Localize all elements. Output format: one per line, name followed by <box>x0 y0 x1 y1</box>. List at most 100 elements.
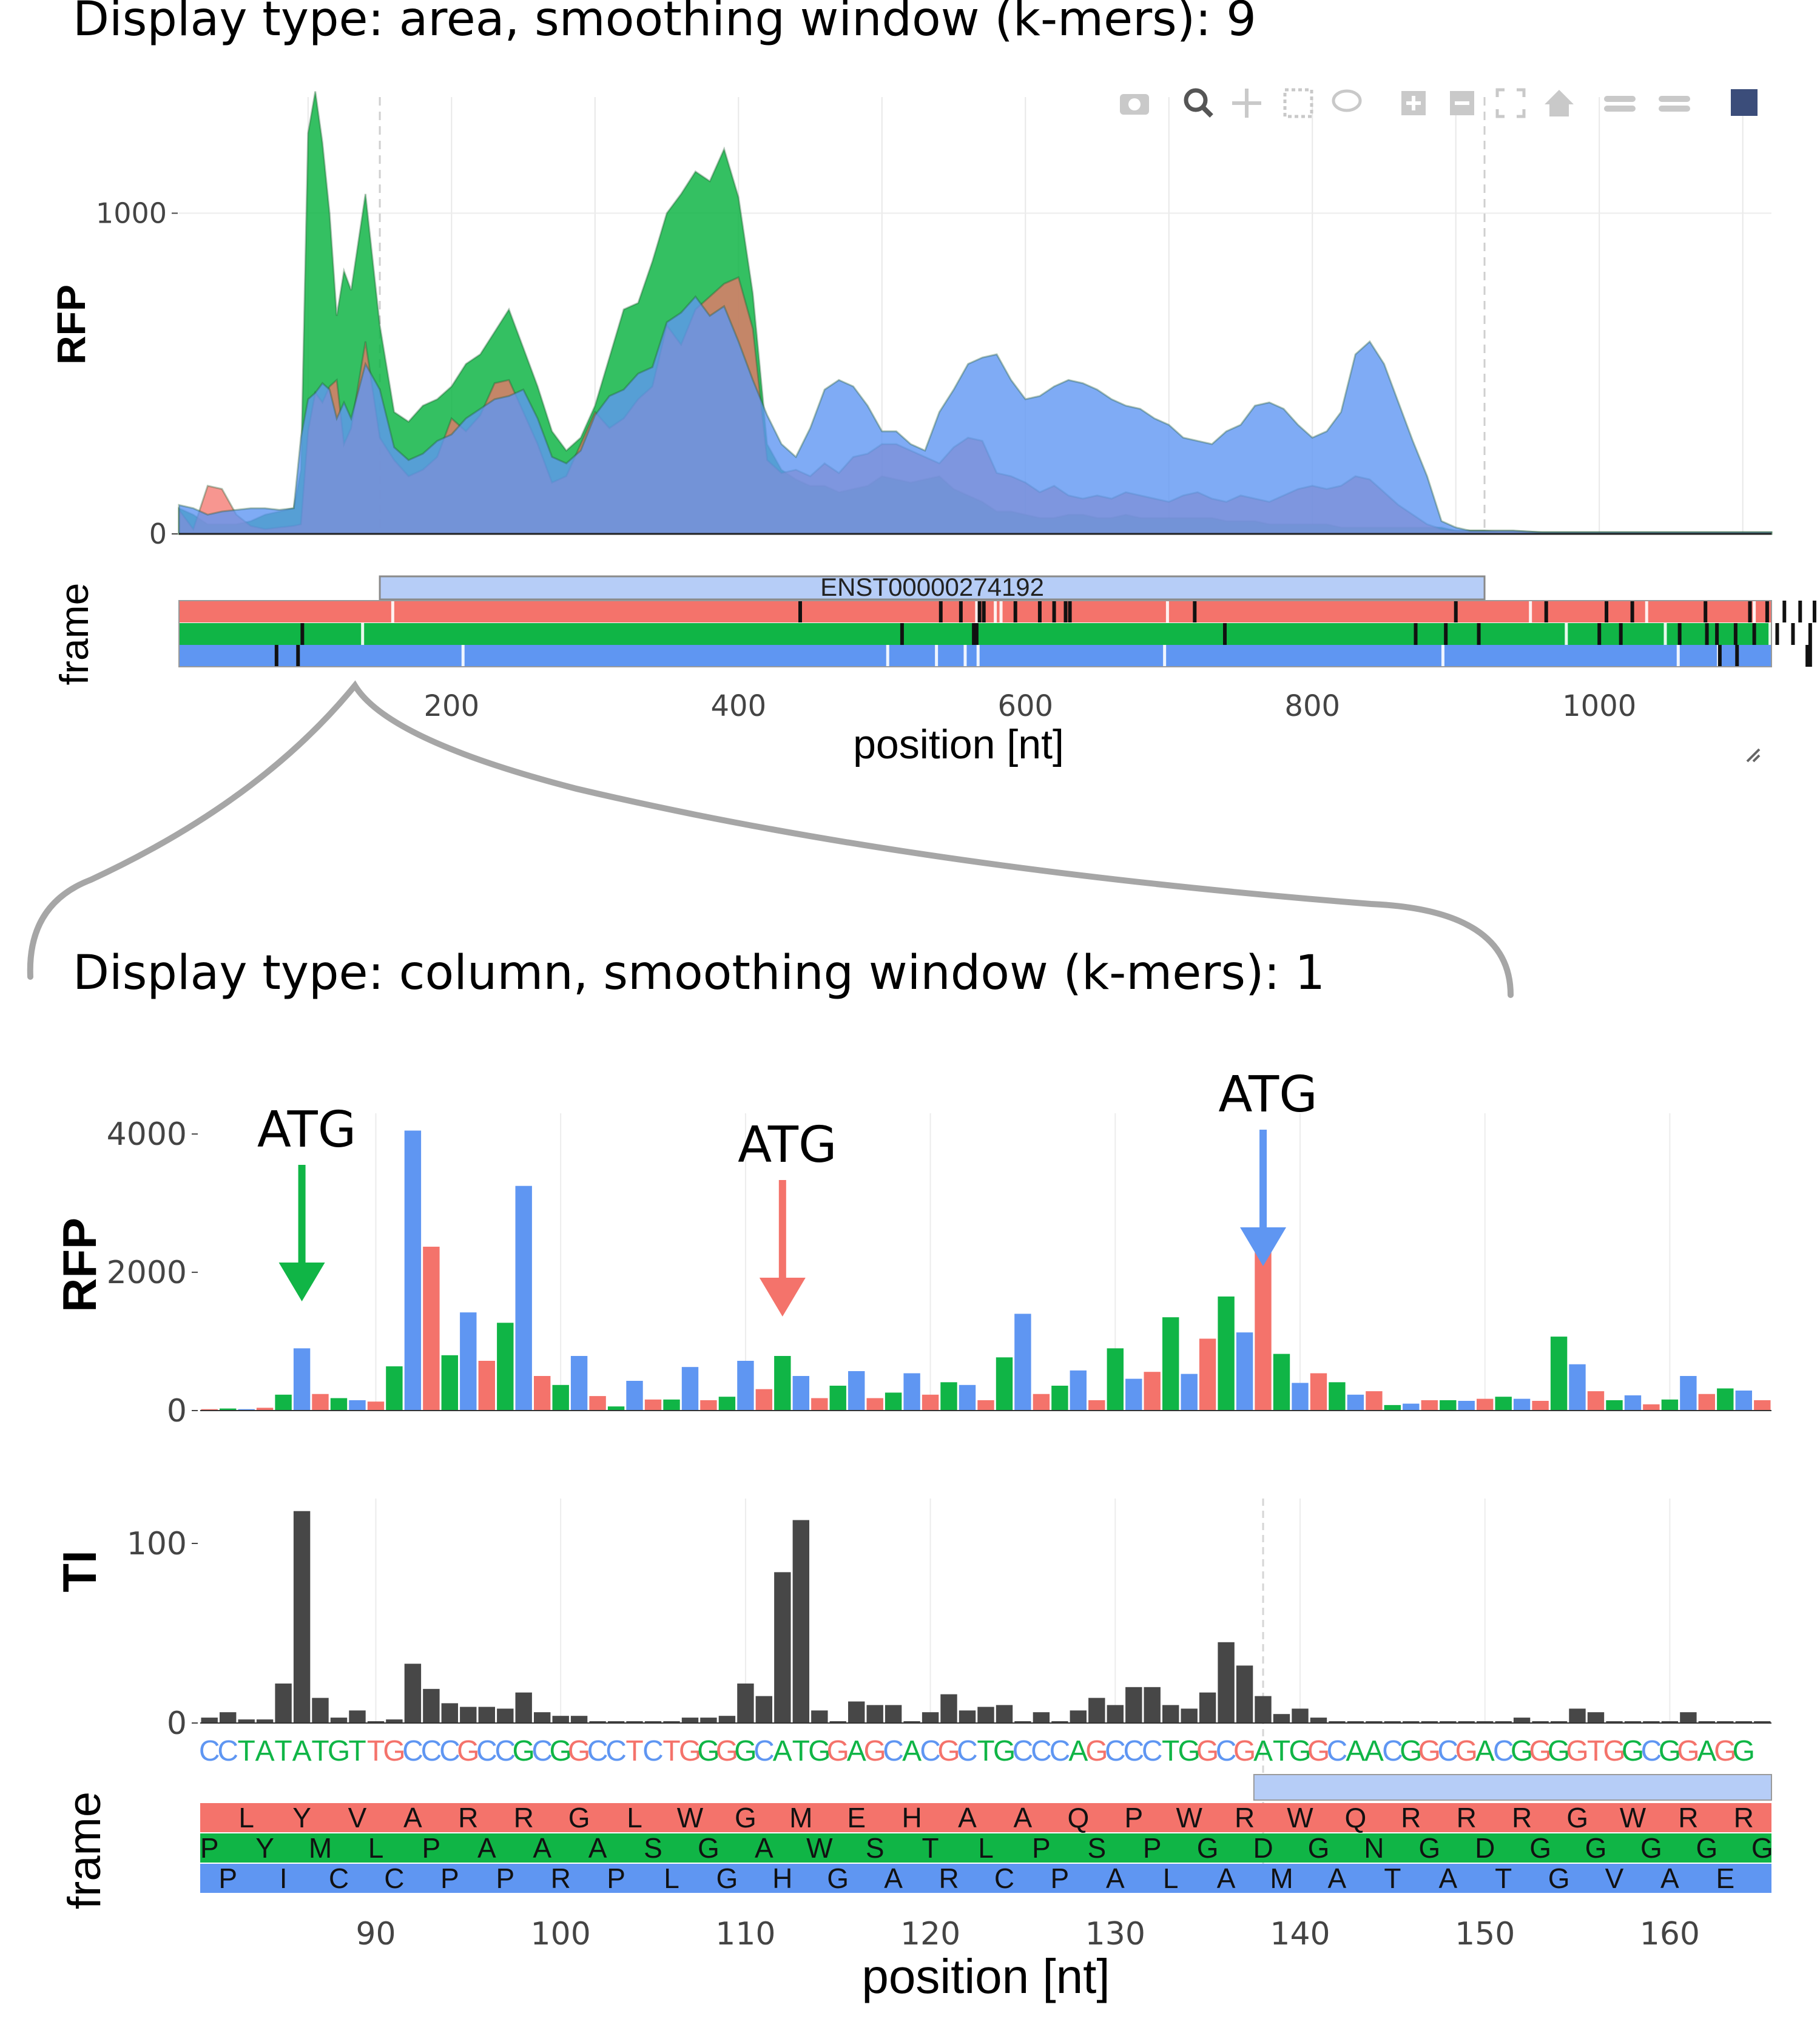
amino-acid: G <box>1529 1832 1551 1864</box>
nucleotide: C <box>1123 1735 1144 1767</box>
rfp-bar <box>700 1400 717 1411</box>
modebar[interactable] <box>1120 88 1758 118</box>
nucleotide: G <box>1289 1735 1311 1767</box>
amino-acid: V <box>348 1802 367 1833</box>
start-codon-mark <box>1163 645 1167 667</box>
nucleotide: G <box>1548 1735 1570 1767</box>
nucleotide: C <box>920 1735 941 1767</box>
modebar-glyph <box>1184 88 1208 112</box>
ti-bar <box>1440 1721 1457 1723</box>
start-codon-mark <box>391 601 394 622</box>
rfp-bar <box>1310 1373 1327 1411</box>
nucleotide: C <box>199 1735 220 1767</box>
amino-acid: R <box>1401 1802 1421 1833</box>
rfp-bar <box>1329 1382 1346 1411</box>
rfp-bar <box>866 1398 883 1411</box>
zoom-in-icon[interactable] <box>1401 91 1426 115</box>
rfp-bar <box>552 1384 569 1411</box>
top-frame-border <box>178 600 1772 667</box>
rfp-bar <box>238 1409 255 1411</box>
nucleotide: C <box>1216 1735 1237 1767</box>
ti-bar <box>1513 1718 1531 1723</box>
amino-acid: G <box>1308 1832 1330 1864</box>
zoom-out-icon[interactable] <box>1450 91 1474 115</box>
lasso-icon[interactable] <box>1332 89 1362 112</box>
ti-bar <box>1144 1687 1161 1723</box>
ti-bar <box>644 1721 662 1723</box>
ti-bar <box>1569 1708 1586 1723</box>
top-xlabel: position [nt] <box>853 721 1064 767</box>
stop-codon-mark <box>1765 601 1769 622</box>
rfp-ytick-label: 0 <box>167 1393 187 1429</box>
nucleotide: T <box>348 1735 366 1767</box>
ti-bar <box>607 1721 625 1723</box>
rfp-bar <box>423 1246 440 1411</box>
nucleotide: C <box>217 1735 238 1767</box>
rfp-bar <box>1384 1404 1401 1411</box>
amino-acid: M <box>309 1832 332 1864</box>
rfp-bar <box>663 1399 680 1411</box>
rfp-bar <box>792 1376 809 1411</box>
ti-bar <box>1477 1721 1494 1723</box>
pan-icon[interactable] <box>1232 89 1261 118</box>
nucleotide: G <box>1400 1735 1422 1767</box>
bottom-frame-tracks: L Y V A R R G L W G M E H A A Q P W R W Q R R R G W R RP Y M L P A A A S G A W… <box>59 1774 1773 2003</box>
nucleotide: C <box>439 1735 460 1767</box>
ti-bar <box>1014 1721 1031 1723</box>
rfp-bar <box>1162 1317 1179 1411</box>
rfp-bar <box>1550 1337 1568 1411</box>
zoom-icon[interactable] <box>1184 88 1213 118</box>
ti-bar <box>1033 1712 1050 1723</box>
ti-bar <box>1458 1721 1475 1723</box>
stop-codon-mark <box>972 623 976 645</box>
plotly-logo-icon[interactable] <box>1731 89 1758 116</box>
autoscale-icon[interactable] <box>1495 88 1526 118</box>
nucleotide: C <box>883 1735 904 1767</box>
ti-bar <box>515 1692 532 1723</box>
spike-lines-icon[interactable] <box>1604 96 1636 112</box>
ti-bar <box>570 1716 588 1723</box>
amino-acid: T <box>1495 1863 1512 1894</box>
rfp-bar <box>829 1386 846 1411</box>
stop-codon-mark <box>1782 601 1787 622</box>
amino-acid: R <box>1235 1802 1255 1833</box>
ti-bar <box>1403 1721 1420 1723</box>
stop-codon-mark <box>1735 645 1739 667</box>
amino-acid: A <box>403 1802 422 1833</box>
ti-bar <box>1347 1721 1364 1723</box>
rfp-bar <box>1051 1386 1068 1411</box>
camera-icon[interactable] <box>1120 94 1149 115</box>
rfp-ytick-label: 2000 <box>107 1255 187 1291</box>
nucleotide: T <box>977 1735 994 1767</box>
box-select-icon[interactable] <box>1283 88 1313 118</box>
rfp-bar <box>1236 1332 1253 1411</box>
atg-arrow-head <box>1240 1227 1287 1266</box>
bottom-xtick-label: 140 <box>1270 1916 1330 1952</box>
compare-hover-icon[interactable] <box>1659 96 1690 112</box>
rfp-bar <box>256 1408 274 1411</box>
amino-acid: L <box>1163 1863 1179 1894</box>
nucleotide: A <box>292 1735 312 1767</box>
modebar-glyph <box>1545 90 1574 116</box>
amino-acid: A <box>1660 1863 1679 1894</box>
nucleotide: G <box>993 1735 1016 1767</box>
nucleotide: A <box>773 1735 792 1767</box>
top-frame-tracks: ENST00000274192 frame 200 400 600 800 1000 posi… <box>52 573 1816 767</box>
ti-bar <box>404 1664 422 1723</box>
stop-codon-mark <box>1705 623 1709 645</box>
amino-acid: D <box>1253 1832 1273 1864</box>
ti-bar <box>681 1718 699 1723</box>
bottom-xtick-label: 100 <box>531 1916 591 1952</box>
nucleotide: G <box>716 1735 738 1767</box>
ti-bar <box>552 1716 569 1723</box>
nucleotide: G <box>328 1735 350 1767</box>
cds-bar <box>1253 1774 1772 1801</box>
nucleotide: G <box>827 1735 849 1767</box>
ti-bar <box>1366 1721 1383 1723</box>
reset-axes-icon[interactable] <box>1545 90 1574 116</box>
stop-codon-mark <box>1063 601 1068 622</box>
start-codon-mark <box>976 645 980 667</box>
amino-acid: A <box>1328 1863 1347 1894</box>
amino-acid: Y <box>292 1802 311 1833</box>
ti-bar <box>1162 1705 1179 1723</box>
